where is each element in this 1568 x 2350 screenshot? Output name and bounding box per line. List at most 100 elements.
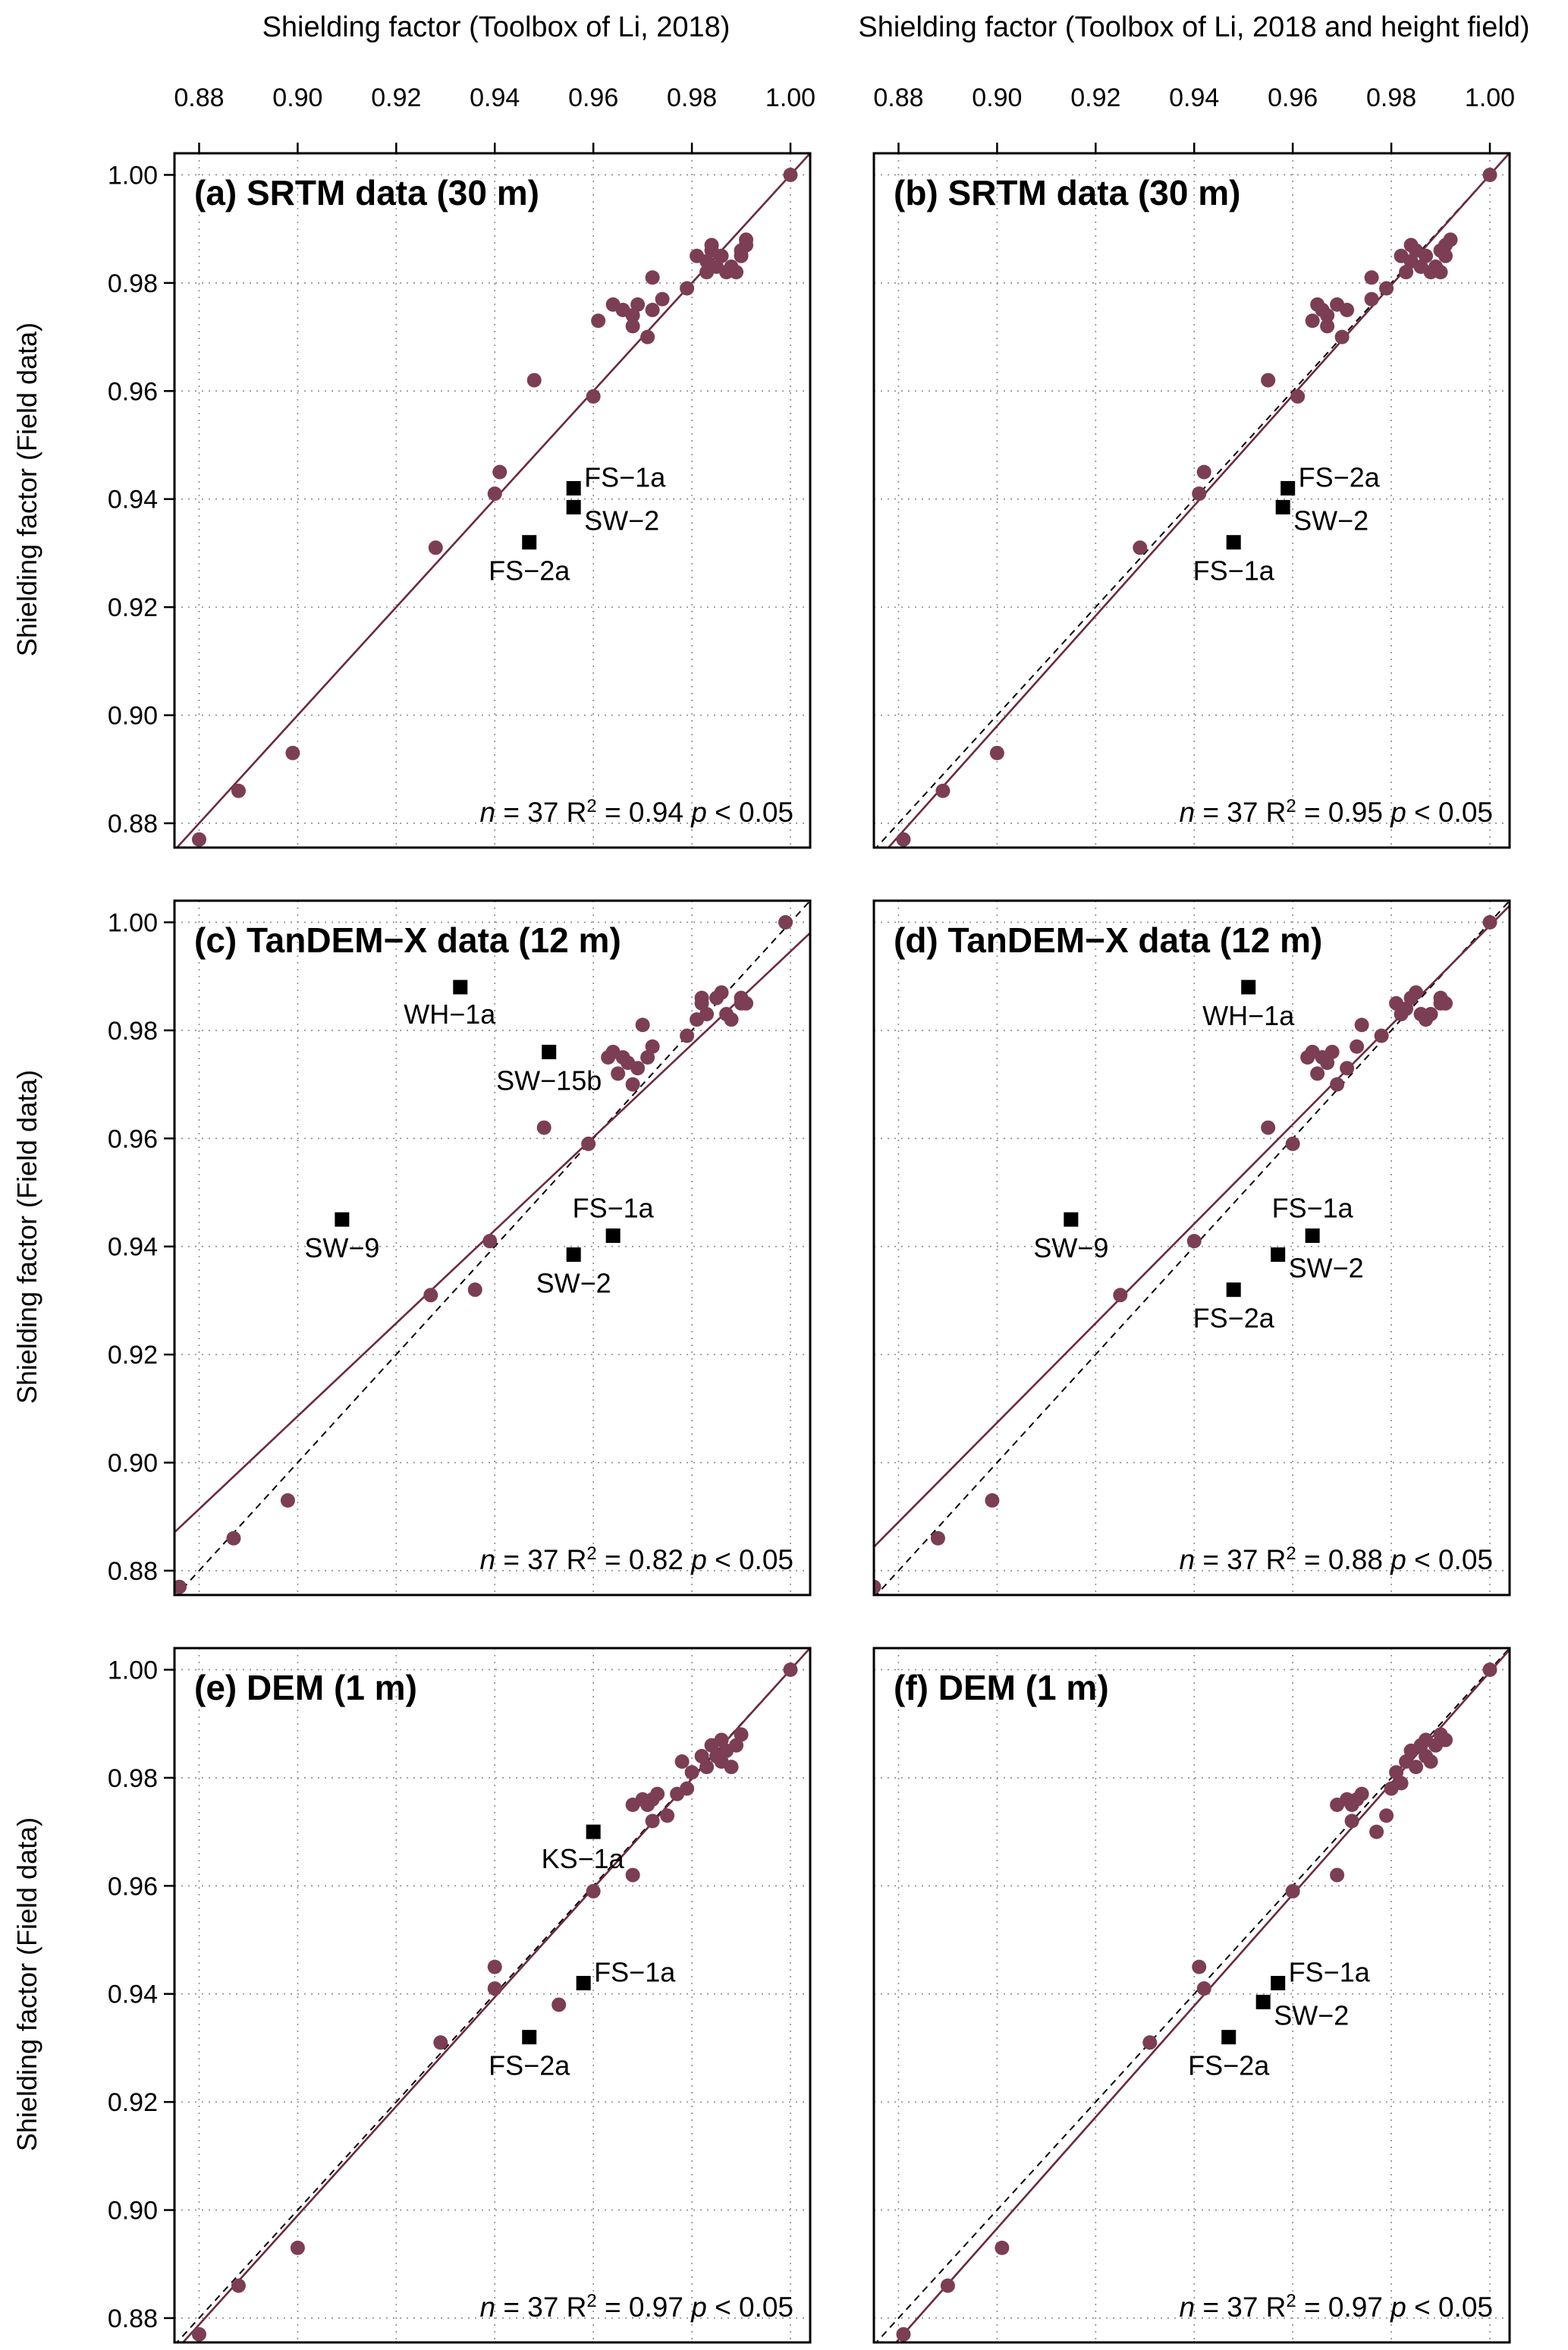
panel-b: 0.88 0.90 0.92 0.94 0.96 0.98 1.00 FS−2a SW−2 FS−… bbox=[872, 83, 1515, 849]
outlier-label: FS−1a bbox=[1289, 1956, 1371, 1987]
outlier-label: SW−9 bbox=[1033, 1232, 1108, 1263]
data-point bbox=[1340, 302, 1355, 317]
outlier-marker bbox=[522, 535, 537, 550]
data-point bbox=[1364, 270, 1379, 285]
y-tick-label: 0.88 bbox=[108, 1557, 158, 1586]
data-point bbox=[1330, 1867, 1345, 1883]
outlier-marker bbox=[586, 1824, 601, 1839]
data-point bbox=[989, 745, 1004, 760]
data-point bbox=[778, 914, 793, 930]
data-point bbox=[699, 1007, 715, 1022]
data-point bbox=[492, 464, 507, 480]
outlier-label: FS−1a bbox=[594, 1956, 676, 1987]
data-point bbox=[536, 1120, 551, 1135]
outlier-label: SW−2 bbox=[1274, 1999, 1349, 2031]
data-point bbox=[739, 996, 754, 1011]
data-point bbox=[1482, 167, 1497, 182]
outlier-marker bbox=[605, 1228, 621, 1243]
outlier-label: FS−1a bbox=[584, 461, 666, 492]
data-point bbox=[645, 270, 660, 285]
points-group bbox=[874, 914, 1497, 1594]
outlier-label: FS−2a bbox=[489, 2050, 570, 2081]
outlier-label: SW−15b bbox=[496, 1065, 602, 1096]
data-point bbox=[1399, 1001, 1414, 1016]
outlier-marker bbox=[566, 1247, 581, 1262]
outlier-marker bbox=[1064, 1212, 1079, 1227]
data-point bbox=[896, 2326, 911, 2342]
outlier-marker bbox=[335, 1212, 350, 1227]
stats-p-value: < 0.05 bbox=[1406, 1544, 1493, 1575]
outlier-label: FS−2a bbox=[1299, 461, 1381, 492]
data-point bbox=[1443, 232, 1458, 247]
stats-r2-exp: 2 bbox=[586, 1543, 596, 1564]
stats-text: n = 37 R2 = 0.88 p < 0.05 bbox=[1180, 1543, 1494, 1576]
data-point bbox=[625, 1077, 640, 1092]
regression-line bbox=[894, 1648, 1510, 2342]
data-point bbox=[174, 1579, 187, 1594]
top-axis-title-left: Shielding factor (Toolbox of Li, 2018) bbox=[262, 11, 731, 43]
data-point bbox=[1113, 1288, 1128, 1303]
data-point bbox=[724, 1012, 739, 1027]
data-point bbox=[630, 297, 646, 312]
outlier-marker bbox=[1271, 1247, 1286, 1262]
data-point bbox=[1438, 1732, 1453, 1748]
data-point bbox=[1320, 308, 1335, 323]
data-point bbox=[1350, 1039, 1365, 1054]
y-tick-label: 0.96 bbox=[108, 1872, 158, 1901]
x-tick-label: 0.92 bbox=[371, 83, 421, 112]
panel-title: (b) SRTM data (30 m) bbox=[894, 173, 1240, 212]
data-point bbox=[680, 1781, 695, 1796]
data-point bbox=[280, 1493, 295, 1508]
data-point bbox=[674, 1754, 690, 1770]
data-point bbox=[1379, 281, 1394, 296]
data-point bbox=[1310, 1066, 1325, 1081]
stats-n-symbol: n bbox=[1180, 2292, 1196, 2323]
data-point bbox=[734, 248, 749, 263]
panel-frame bbox=[173, 152, 812, 849]
panel-lines bbox=[875, 1648, 1510, 2342]
stats-p-symbol: p bbox=[1390, 2292, 1406, 2323]
x-tick-label: 0.88 bbox=[174, 83, 224, 112]
x-tick-label: 0.96 bbox=[1268, 83, 1318, 112]
y-tick-label: 1.00 bbox=[108, 1656, 158, 1685]
panel-f: FS−1a SW−2FS−2a (f) DEM (1 m) n = 37 R2 = 0… bbox=[872, 1647, 1511, 2344]
one-to-one-line bbox=[875, 1648, 1510, 2342]
data-point bbox=[783, 167, 798, 182]
data-point bbox=[930, 1530, 945, 1546]
data-point bbox=[625, 1867, 640, 1883]
data-point bbox=[581, 1136, 596, 1151]
outlier-label: KS−1a bbox=[542, 1843, 625, 1874]
stats-n-value: = 37 R bbox=[1195, 1544, 1286, 1575]
data-point bbox=[650, 1786, 665, 1801]
data-point bbox=[734, 1727, 749, 1742]
panel-title: (a) SRTM data (30 m) bbox=[194, 173, 539, 212]
outlier-marker bbox=[1275, 499, 1290, 514]
stats-n-symbol: n bbox=[480, 797, 496, 828]
outlier-label: FS−1a bbox=[573, 1192, 655, 1223]
data-point bbox=[285, 745, 300, 760]
data-point bbox=[1399, 265, 1414, 280]
data-point bbox=[985, 1493, 1000, 1508]
stats-n-value: = 37 R bbox=[495, 797, 586, 828]
y-tick-label: 0.94 bbox=[108, 486, 158, 514]
stats-r2-value: = 0.97 bbox=[1296, 2292, 1390, 2323]
outlier-label: SW−2 bbox=[584, 505, 659, 536]
stats-n-value: = 37 R bbox=[1195, 797, 1286, 828]
y-axis-title-row-1: Shielding factor (Field data) bbox=[11, 322, 42, 656]
panel-a: 0.88 0.90 0.92 0.94 0.96 0.98 1.00 0.88 0.90 0.92… bbox=[108, 83, 815, 849]
x-tick-label: 0.90 bbox=[272, 83, 322, 112]
outlier-marker bbox=[1226, 535, 1241, 550]
data-point bbox=[428, 540, 443, 555]
data-point bbox=[191, 832, 206, 847]
data-point bbox=[1320, 319, 1335, 334]
data-point bbox=[591, 313, 606, 329]
data-point bbox=[231, 783, 246, 798]
data-point bbox=[1419, 248, 1434, 263]
stats-r2-value: = 0.95 bbox=[1296, 797, 1390, 828]
outlier-marker bbox=[542, 1044, 557, 1059]
stats-p-symbol: p bbox=[1390, 1544, 1406, 1575]
stats-r2-exp: 2 bbox=[1286, 796, 1296, 816]
data-point bbox=[660, 1808, 675, 1823]
outlier-marker bbox=[522, 2030, 537, 2045]
stats-p-value: < 0.05 bbox=[707, 797, 793, 828]
